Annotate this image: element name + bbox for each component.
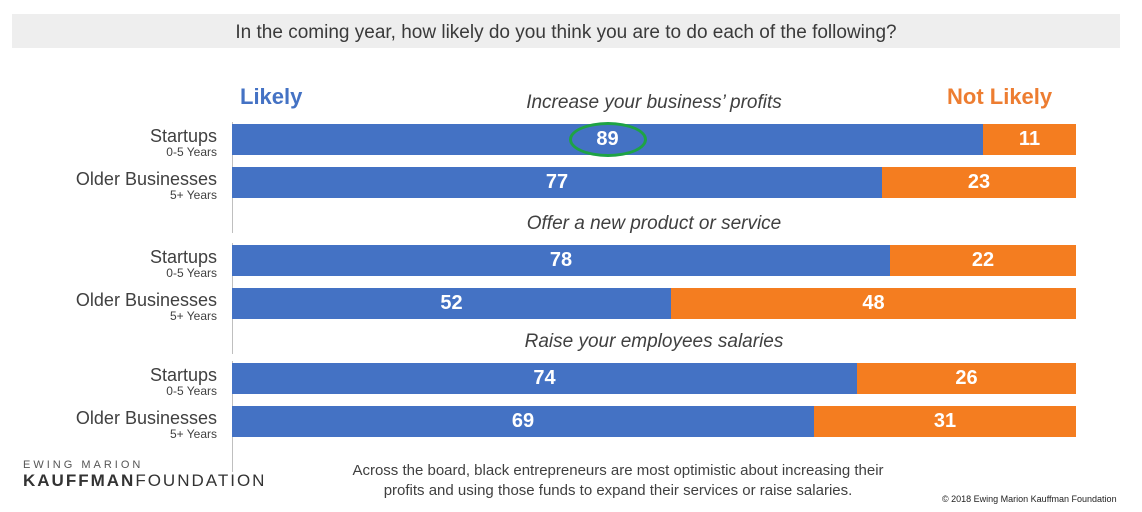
likely-value-label: 77	[545, 171, 569, 193]
row-label: Startups 0-5 Years	[10, 247, 217, 280]
legend-not-likely: Not Likely	[947, 84, 1053, 109]
row-label: Older Businesses 5+ Years	[10, 290, 217, 323]
row-label-name: Older Businesses	[75, 169, 217, 189]
likely-bar	[232, 167, 882, 198]
not-likely-value-label: 23	[967, 171, 991, 193]
row-label: Older Businesses 5+ Years	[10, 169, 217, 202]
legend-likely: Likely	[240, 84, 303, 109]
row-label-years: 5+ Years	[169, 188, 217, 202]
footer-note: Across the board, black entrepreneurs ar…	[318, 461, 918, 501]
not-likely-value-label: 26	[955, 367, 978, 389]
row-label-years: 0-5 Years	[166, 266, 217, 280]
chart-title: In the coming year, how likely do you th…	[12, 14, 1120, 48]
not-likely-value-label: 11	[1018, 128, 1041, 150]
row-label: Older Businesses 5+ Years	[10, 408, 217, 441]
likely-value-label: 78	[549, 249, 573, 271]
likely-value-label: 52	[440, 292, 463, 314]
likely-bar	[232, 406, 814, 437]
likely-value-label: 69	[511, 410, 535, 432]
not-likely-bar	[671, 288, 1076, 319]
not-likely-bar	[890, 245, 1076, 276]
question-label: Offer a new product or service	[526, 213, 782, 234]
footer-note-line-1: Across the board, black entrepreneurs ar…	[352, 462, 884, 479]
likely-bar	[232, 288, 671, 319]
row-label-name: Startups	[149, 365, 217, 385]
row-label-name: Older Businesses	[75, 408, 217, 428]
row-label-name: Startups	[149, 247, 217, 267]
not-likely-value-label: 31	[933, 410, 957, 432]
row-label-years: 5+ Years	[169, 427, 217, 441]
likely-bar	[232, 245, 890, 276]
row-label-years: 0-5 Years	[166, 145, 217, 159]
logo-bottom-text: KAUFFMANFOUNDATION	[23, 471, 266, 491]
question-label: Raise your employees salaries	[524, 331, 784, 352]
row-label: Startups 0-5 Years	[10, 126, 217, 159]
row-label-years: 5+ Years	[169, 309, 217, 323]
not-likely-bar	[857, 363, 1076, 394]
row-label-name: Startups	[149, 126, 217, 146]
logo-top-text: EWING MARION	[23, 459, 144, 471]
not-likely-value-label: 22	[971, 249, 995, 271]
logo-rest-text: FOUNDATION	[135, 471, 267, 490]
highlight-circle	[568, 122, 647, 157]
row-label-years: 0-5 Years	[166, 384, 217, 398]
question-label: Increase your business’ profits	[526, 92, 782, 113]
not-likely-bar	[882, 167, 1076, 198]
not-likely-bar	[983, 124, 1076, 155]
copyright: © 2018 Ewing Marion Kauffman Foundation	[942, 494, 1117, 504]
kauffman-logo: EWING MARION KAUFFMANFOUNDATION	[23, 459, 266, 491]
row-label: Startups 0-5 Years	[10, 365, 217, 398]
not-likely-value-label: 48	[862, 292, 885, 314]
likely-bar	[232, 363, 857, 394]
logo-bold-text: KAUFFMAN	[23, 471, 136, 490]
footer-note-line-2: profits and using those funds to expand …	[383, 482, 853, 499]
not-likely-bar	[814, 406, 1076, 437]
likely-value-label: 74	[533, 367, 556, 389]
row-label-name: Older Businesses	[75, 290, 217, 310]
